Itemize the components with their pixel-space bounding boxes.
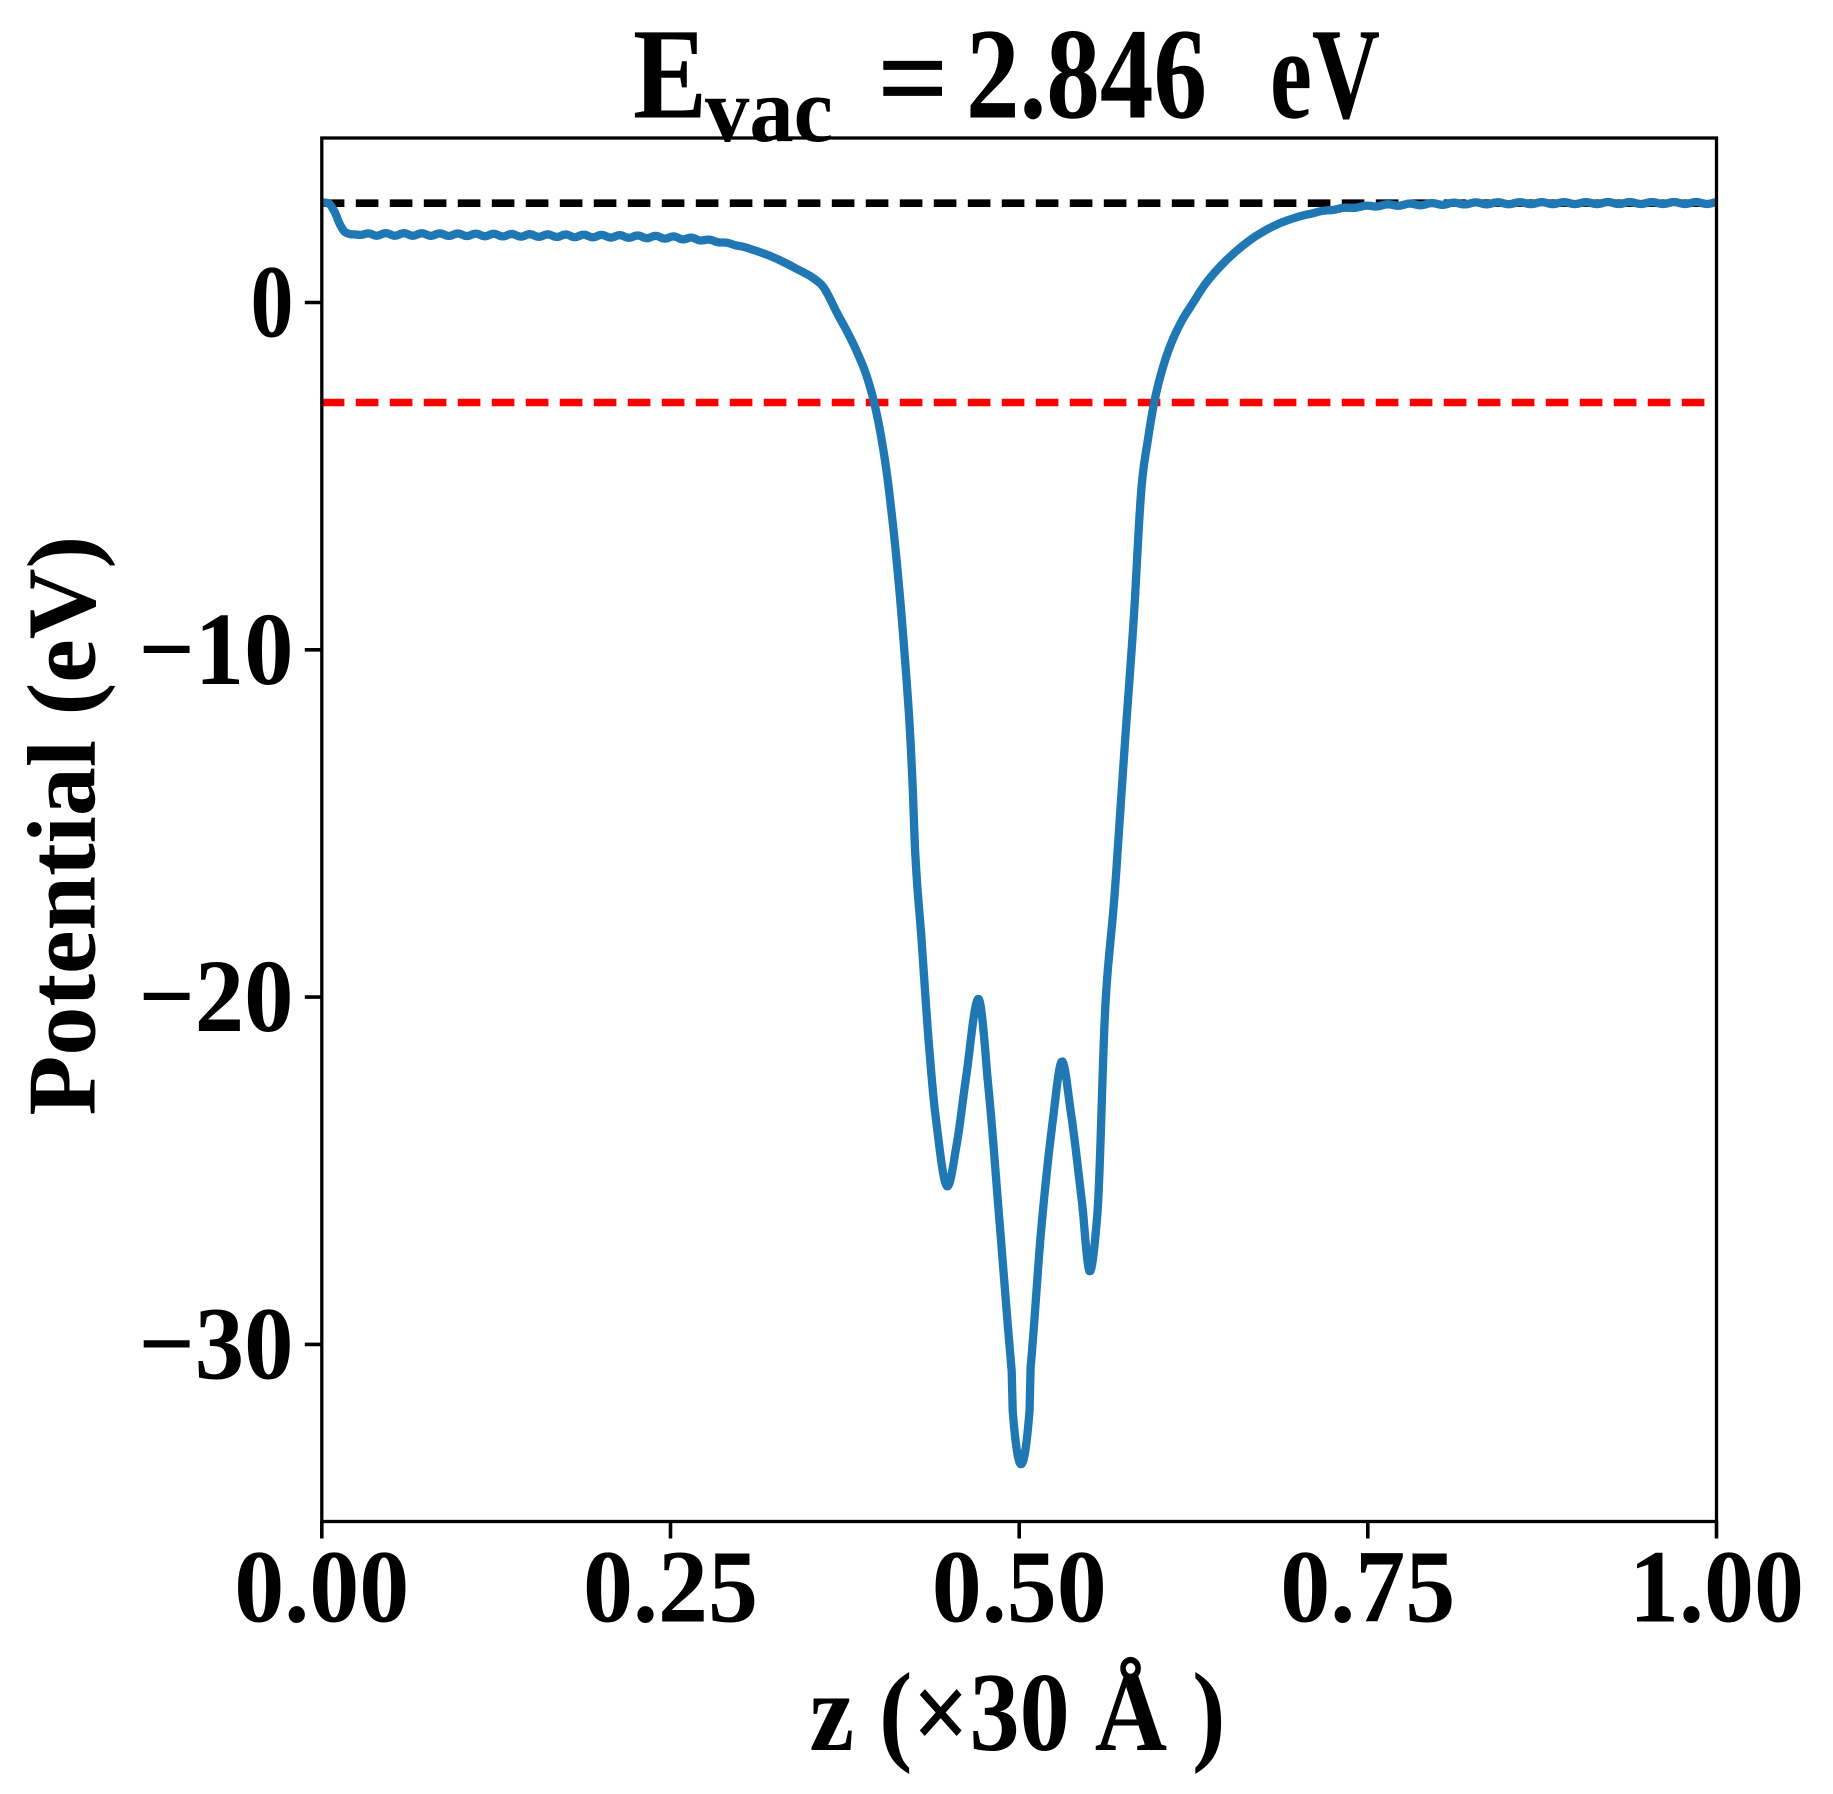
svg-text:1.00: 1.00 bbox=[1629, 1530, 1804, 1645]
svg-text:Potential (eV): Potential (eV) bbox=[9, 536, 117, 1116]
svg-text:vac: vac bbox=[705, 59, 833, 161]
svg-text:z (×30 Å ): z (×30 Å ) bbox=[810, 1651, 1226, 1775]
svg-text:0: 0 bbox=[251, 245, 294, 360]
svg-text:eV: eV bbox=[1270, 3, 1380, 147]
svg-text:=: = bbox=[877, 7, 949, 151]
svg-text:0.25: 0.25 bbox=[583, 1530, 758, 1645]
svg-text:−30: −30 bbox=[139, 1286, 294, 1401]
svg-text:0.50: 0.50 bbox=[932, 1530, 1107, 1645]
svg-text:0.00: 0.00 bbox=[234, 1530, 409, 1645]
svg-text:2.846: 2.846 bbox=[966, 3, 1207, 147]
svg-text:0.75: 0.75 bbox=[1280, 1530, 1455, 1645]
svg-text:−20: −20 bbox=[139, 939, 294, 1054]
svg-text:−10: −10 bbox=[139, 592, 294, 707]
svg-text:E: E bbox=[633, 3, 707, 147]
